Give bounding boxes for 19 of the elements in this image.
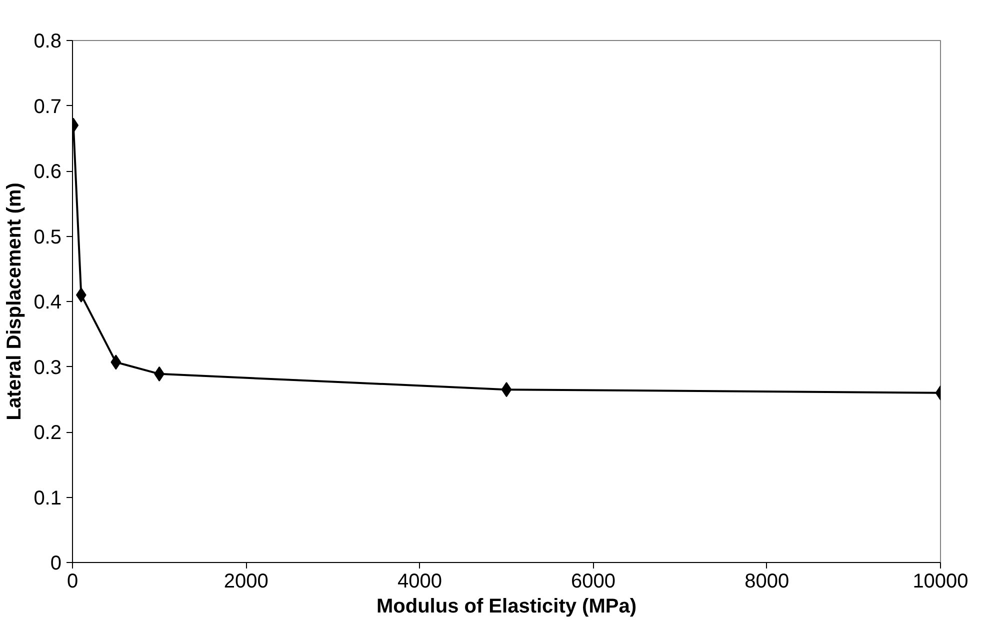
point xyxy=(501,382,512,398)
x-tick-label: 2000 xyxy=(224,570,268,592)
y-axis-title: Lateral Displacement (m) xyxy=(4,182,26,420)
x-tick-label: 0 xyxy=(66,570,78,592)
y-tick-label: 0.6 xyxy=(34,161,62,183)
x-tick-label: 4000 xyxy=(397,570,442,592)
x-axis-title: Modulus of Elasticity (MPa) xyxy=(376,596,637,618)
y-tick-label: 0.3 xyxy=(34,356,62,379)
y-tick-label: 0.2 xyxy=(34,422,62,444)
x-tick-label: 10000 xyxy=(912,570,968,592)
y-tick-label: 0.1 xyxy=(34,487,62,510)
y-tick-label: 0.8 xyxy=(34,30,62,52)
x-tick-label: 8000 xyxy=(744,570,790,592)
x-tick-label: 6000 xyxy=(571,570,616,592)
point xyxy=(110,354,122,370)
y-tick-label: 0.7 xyxy=(34,96,62,118)
y-tick-label: 0 xyxy=(50,552,62,574)
y-tick-label: 0.5 xyxy=(34,226,62,248)
y-tick-label: 0.4 xyxy=(34,292,62,314)
